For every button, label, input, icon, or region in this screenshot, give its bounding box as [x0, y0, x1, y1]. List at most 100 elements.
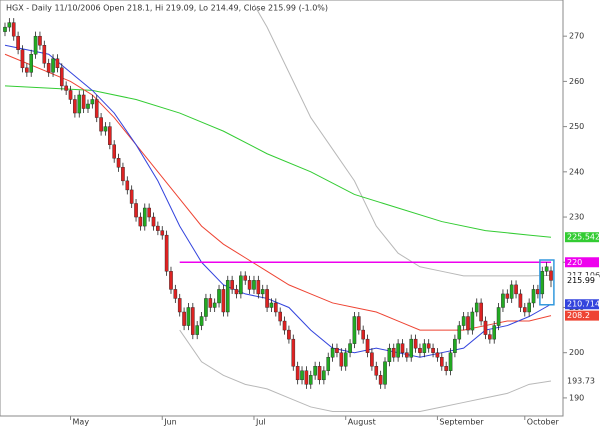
- candle-body: [453, 338, 457, 353]
- candle-body: [16, 35, 20, 50]
- candle-body: [147, 207, 151, 218]
- candle-body: [274, 302, 278, 313]
- y-tick-label: 190: [569, 393, 584, 402]
- candle-body: [260, 289, 265, 295]
- candle-body: [173, 289, 178, 299]
- candle-body: [531, 289, 536, 304]
- end-label: 193.73: [567, 377, 595, 386]
- candle-body: [156, 225, 160, 231]
- candle-body: [112, 144, 116, 159]
- candle-body: [199, 316, 204, 326]
- end-label: 217.106: [567, 271, 600, 280]
- candle-body: [7, 22, 12, 28]
- candle-body: [247, 280, 252, 290]
- candle-body: [339, 352, 344, 367]
- candle-body: [129, 189, 134, 204]
- candle-body: [90, 99, 95, 105]
- x-tick-label: October: [527, 418, 560, 426]
- candle-body: [64, 85, 68, 91]
- candle-body: [33, 35, 38, 55]
- candle-body: [99, 117, 103, 132]
- candle-body: [474, 302, 479, 313]
- highlight-box: [539, 259, 555, 306]
- candle-body: [501, 293, 505, 308]
- candle-body: [387, 347, 392, 362]
- candle-body: [357, 316, 361, 331]
- candle-body: [94, 99, 99, 118]
- candle-body: [116, 158, 121, 168]
- candle-body: [55, 58, 60, 69]
- x-tick-label: May: [73, 418, 90, 426]
- candle-body: [177, 298, 182, 313]
- candle-body: [212, 302, 217, 308]
- y-tick-label: 240: [569, 167, 584, 176]
- candle-body: [374, 366, 379, 376]
- candle-body: [488, 334, 492, 340]
- candle-body: [151, 216, 156, 227]
- candle-body: [46, 63, 51, 73]
- candle-body: [409, 338, 414, 358]
- candle-body: [25, 67, 29, 73]
- candle-body: [59, 67, 64, 87]
- candle-body: [186, 307, 191, 326]
- candle-body: [330, 347, 335, 358]
- candle-body: [121, 167, 125, 182]
- candle-body: [479, 302, 483, 322]
- end-label-box: [565, 257, 599, 268]
- candle-body: [108, 126, 112, 145]
- candle-body: [243, 275, 248, 281]
- candle-body: [518, 293, 523, 308]
- candle-body: [522, 307, 527, 313]
- candle-body: [217, 289, 221, 304]
- candle-body: [295, 366, 300, 381]
- candle-body: [221, 289, 226, 313]
- x-tick-label: September: [439, 418, 484, 426]
- candle-body: [234, 289, 239, 295]
- candle-body: [38, 35, 42, 46]
- candle-body: [466, 316, 470, 331]
- candle-body: [431, 347, 435, 353]
- overlay-line: [4, 53, 552, 331]
- candle-body: [291, 338, 296, 367]
- chart-title: HGX - Daily 11/10/2006 Open 218.1, Hi 21…: [6, 4, 328, 13]
- candle-body: [51, 58, 55, 73]
- overlay-line: [253, 4, 552, 277]
- candle-body: [426, 343, 431, 349]
- candle-body: [348, 343, 352, 353]
- candle-body: [326, 357, 331, 371]
- candle-body: [256, 280, 261, 295]
- candle-body: [142, 207, 147, 227]
- candle-body: [160, 230, 165, 236]
- end-label-box: [565, 376, 599, 387]
- end-label: 215.99: [567, 276, 595, 285]
- candle-body: [540, 271, 545, 295]
- end-label-box: [565, 299, 599, 310]
- candle-body: [343, 352, 348, 367]
- candle-body: [365, 338, 370, 353]
- overlay-line: [4, 85, 552, 238]
- candle-body: [191, 307, 195, 335]
- candle-body: [509, 284, 514, 299]
- candle-body: [396, 343, 400, 358]
- candle-body: [308, 375, 313, 385]
- candle-body: [405, 352, 409, 358]
- candle-body: [492, 325, 497, 340]
- candle-body: [391, 347, 396, 358]
- candle-body: [204, 298, 208, 317]
- candle-body: [383, 361, 387, 385]
- overlay-line: [179, 329, 552, 412]
- candle-body: [361, 329, 365, 340]
- overlay-line: [4, 44, 552, 358]
- candle-body: [11, 22, 16, 37]
- candle-body: [265, 289, 269, 308]
- candle-body: [208, 298, 213, 308]
- candle-body: [352, 316, 357, 344]
- candle-body: [225, 280, 230, 313]
- candle-body: [549, 270, 553, 281]
- candle-body: [230, 280, 234, 290]
- candle-body: [418, 347, 422, 353]
- candle-body: [29, 54, 34, 73]
- candle-body: [169, 271, 173, 290]
- candle-body: [413, 338, 418, 349]
- end-label: 225.542: [567, 233, 600, 242]
